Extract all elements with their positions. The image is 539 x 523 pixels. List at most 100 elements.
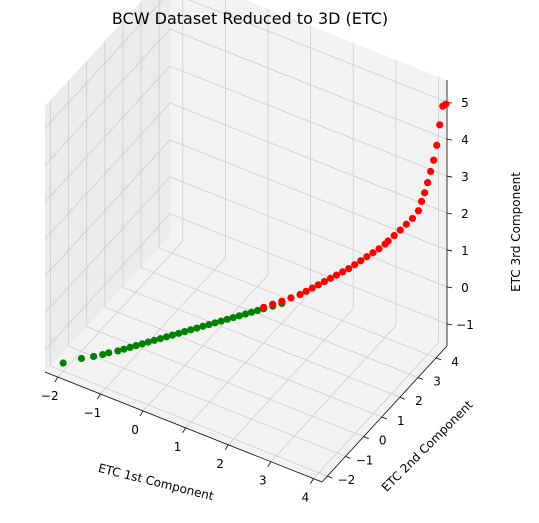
data-point — [241, 310, 250, 318]
data-point — [175, 329, 183, 337]
z-tick-mark — [446, 249, 453, 252]
data-point — [396, 226, 404, 234]
data-point — [414, 207, 423, 215]
data-point — [89, 352, 98, 361]
x-axis-line — [44, 371, 323, 483]
y-grid-line — [68, 80, 346, 457]
data-point — [229, 313, 237, 322]
y-grid-line — [122, 21, 401, 398]
z-tick-mark — [446, 212, 453, 215]
data-point — [320, 277, 328, 286]
z-grid-line — [44, 176, 448, 314]
x-tick-mark — [310, 478, 314, 484]
x-tick-mark — [182, 427, 186, 434]
data-point — [181, 328, 189, 336]
data-point — [217, 317, 225, 325]
data-point — [162, 333, 171, 341]
x-tick-label: 2 — [216, 457, 224, 471]
data-point — [363, 253, 371, 261]
data-point — [120, 345, 128, 353]
data-point — [187, 326, 195, 334]
data-point — [205, 320, 213, 329]
z-grid-line — [44, 65, 448, 203]
data-point — [260, 303, 268, 311]
data-point — [351, 261, 359, 269]
data-point — [138, 340, 146, 348]
x-tick-label: 0 — [131, 423, 139, 437]
data-point — [296, 290, 304, 299]
y-grid-line — [158, 0, 437, 359]
y-tick-label: 3 — [433, 375, 441, 389]
y-tick-mark — [399, 396, 406, 400]
y-axis-line — [321, 345, 448, 483]
x-tick-label: 3 — [259, 474, 267, 488]
y-grid-line — [86, 60, 364, 438]
y-tick-mark — [417, 377, 424, 380]
data-points — [59, 100, 450, 367]
x-tick-mark — [97, 393, 101, 400]
z-grid-line — [44, 139, 448, 277]
y-tick-label: −1 — [356, 453, 374, 467]
data-point — [442, 100, 450, 108]
data-point — [408, 214, 417, 223]
x-axis-label: ETC 1st Component — [97, 461, 216, 503]
data-point — [436, 121, 444, 129]
data-point — [332, 271, 341, 279]
y-tick-label: 0 — [379, 434, 387, 448]
data-point — [402, 220, 410, 228]
data-point — [345, 265, 353, 273]
z-tick-label: −1 — [456, 318, 474, 332]
z-tick-label: 0 — [461, 281, 469, 295]
y-tick-mark — [435, 357, 442, 361]
y-tick-mark — [327, 475, 333, 479]
z-tick-label: 1 — [461, 244, 469, 258]
floor-pane — [45, 236, 447, 482]
y-grid-line — [104, 40, 382, 418]
data-point — [375, 245, 383, 253]
data-point — [156, 335, 164, 343]
z-grid-line — [44, 102, 448, 240]
data-point — [384, 237, 392, 245]
data-point — [326, 274, 335, 282]
data-point — [420, 189, 429, 197]
z-tick-mark — [446, 138, 453, 141]
grid-lines — [44, 0, 448, 479]
data-point — [168, 331, 177, 339]
data-point — [308, 284, 316, 292]
x-tick-label: 1 — [174, 440, 182, 454]
data-point — [278, 297, 286, 305]
z-grid-line — [44, 0, 448, 129]
data-point — [235, 312, 243, 320]
data-point — [433, 141, 441, 149]
y-grid-line — [140, 1, 419, 378]
x-tick-mark — [54, 376, 59, 383]
z-tick-label: 5 — [461, 96, 469, 110]
data-point — [223, 315, 231, 323]
z-grid-line — [44, 213, 448, 351]
z-tick-label: 2 — [461, 207, 469, 221]
z-tick-label: 3 — [461, 170, 469, 184]
data-point — [132, 342, 140, 350]
x-tick-mark — [267, 461, 272, 467]
x-tick-label: 4 — [302, 491, 310, 505]
data-point — [199, 322, 207, 330]
data-point — [287, 294, 295, 302]
y-tick-label: 4 — [451, 355, 459, 369]
data-point — [59, 359, 67, 367]
y-tick-label: 1 — [397, 414, 405, 428]
data-point — [430, 156, 438, 164]
z-tick-mark — [446, 175, 453, 178]
data-point — [144, 338, 152, 346]
chart-title: BCW Dataset Reduced to 3D (ETC) — [112, 9, 388, 28]
y-tick-label: −2 — [338, 473, 356, 487]
data-point — [390, 231, 398, 240]
data-point — [193, 324, 201, 332]
y-axis-label: ETC 2nd Component — [379, 398, 476, 495]
data-point — [314, 281, 322, 289]
data-point — [77, 354, 86, 363]
y-tick-mark — [345, 456, 351, 459]
data-point — [105, 349, 113, 357]
data-point — [302, 287, 310, 295]
